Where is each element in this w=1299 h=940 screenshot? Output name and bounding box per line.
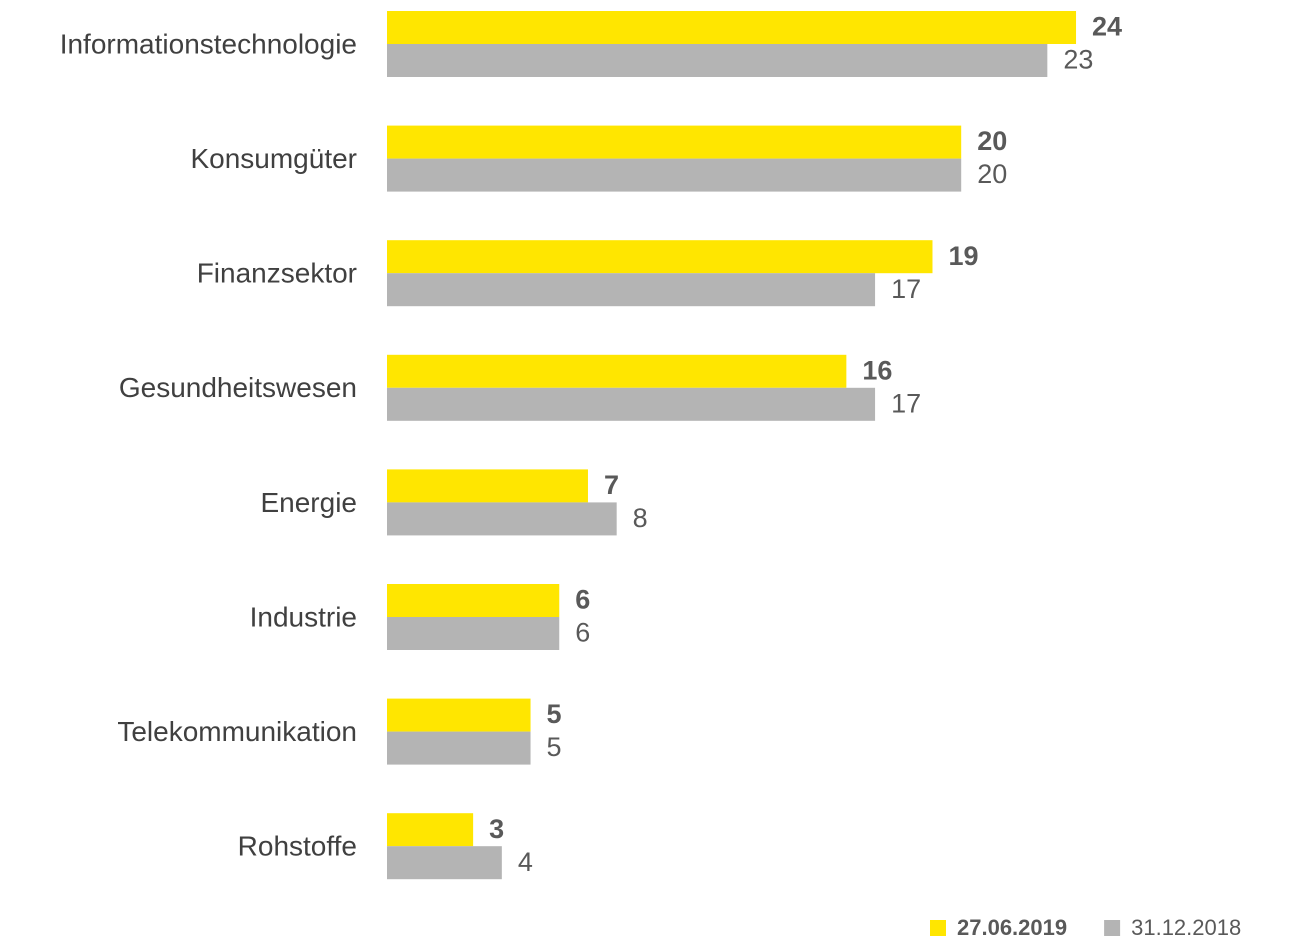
category-label: Rohstoffe bbox=[238, 831, 357, 862]
category-label: Telekommunikation bbox=[117, 716, 357, 747]
bar bbox=[387, 158, 962, 192]
bar bbox=[387, 11, 1077, 44]
bar bbox=[387, 354, 847, 388]
legend-swatch bbox=[1104, 920, 1121, 936]
bar bbox=[387, 584, 560, 617]
value-label: 5 bbox=[547, 699, 562, 729]
category-label: Industrie bbox=[250, 601, 357, 632]
bar bbox=[387, 731, 531, 765]
bar bbox=[387, 698, 531, 732]
bar bbox=[387, 240, 933, 274]
value-label: 7 bbox=[604, 470, 619, 500]
value-label: 24 bbox=[1092, 12, 1122, 42]
category-label: Energie bbox=[260, 487, 357, 518]
bar bbox=[387, 273, 876, 307]
category-label: Finanzsektor bbox=[197, 258, 357, 289]
value-label: 23 bbox=[1063, 45, 1093, 75]
value-label: 17 bbox=[891, 388, 921, 418]
bar bbox=[387, 387, 876, 421]
category-label: Konsumgüter bbox=[190, 143, 357, 174]
value-label: 16 bbox=[862, 355, 892, 385]
bar bbox=[387, 44, 1048, 77]
bar bbox=[387, 813, 474, 847]
category-label: Informationstechnologie bbox=[60, 28, 357, 59]
legend-label: 27.06.2019 bbox=[957, 915, 1067, 940]
category-label: Gesundheitswesen bbox=[119, 372, 357, 403]
value-label: 19 bbox=[948, 241, 978, 271]
bar bbox=[387, 617, 560, 650]
legend-label: 31.12.2018 bbox=[1131, 915, 1241, 940]
value-label: 17 bbox=[891, 274, 921, 304]
value-label: 20 bbox=[977, 126, 1007, 156]
value-label: 3 bbox=[489, 814, 504, 844]
legend-swatch bbox=[930, 920, 946, 936]
bar bbox=[387, 846, 502, 880]
bar bbox=[387, 502, 617, 536]
value-label: 20 bbox=[977, 159, 1007, 189]
value-label: 8 bbox=[633, 503, 648, 533]
value-label: 4 bbox=[518, 847, 533, 877]
value-label: 6 bbox=[575, 618, 590, 648]
value-label: 5 bbox=[547, 732, 562, 762]
bar bbox=[387, 125, 962, 159]
value-label: 6 bbox=[575, 585, 590, 615]
bar bbox=[387, 469, 588, 503]
